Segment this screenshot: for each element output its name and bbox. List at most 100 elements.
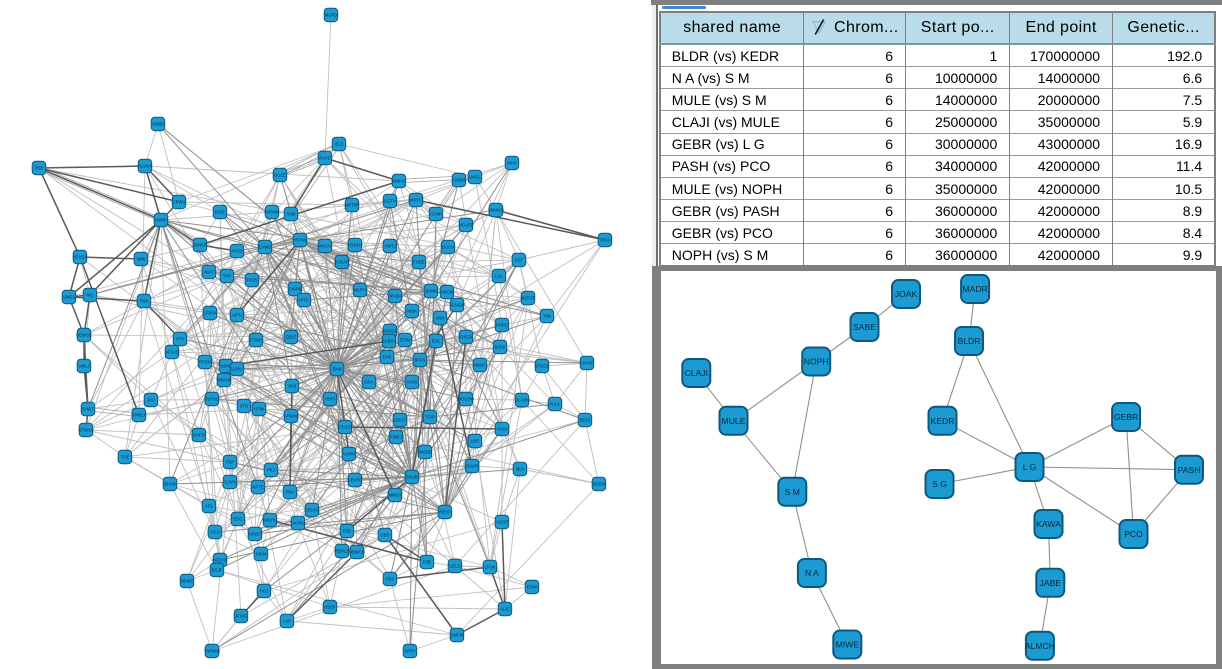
svg-text:BJGK: BJGK: [495, 345, 506, 350]
svg-text:NIAT: NIAT: [204, 270, 214, 275]
svg-text:EAWC: EAWC: [259, 245, 271, 250]
svg-text:BFFS: BFFS: [415, 358, 426, 363]
svg-text:HCUFE: HCUFE: [459, 223, 474, 228]
svg-text:NJHC: NJHC: [220, 364, 231, 369]
svg-text:MBTRP: MBTRP: [345, 203, 360, 208]
svg-text:IMW: IMW: [137, 257, 146, 262]
svg-text:SABE: SABE: [853, 322, 876, 332]
svg-text:ASNCT: ASNCT: [248, 532, 263, 537]
svg-text:PJB: PJB: [423, 560, 431, 565]
svg-text:S M: S M: [784, 487, 799, 497]
svg-text:NSOM: NSOM: [441, 290, 454, 295]
svg-text:KMLRU: KMLRU: [263, 518, 278, 523]
svg-text:IWSOD: IWSOD: [418, 450, 432, 455]
svg-text:PKJ: PKJ: [267, 468, 275, 473]
svg-text:GGEE: GGEE: [274, 173, 286, 178]
svg-text:ALMCH: ALMCH: [1024, 641, 1054, 651]
svg-text:HGJ: HGJ: [260, 589, 268, 594]
svg-text:TOE: TOE: [121, 455, 130, 460]
svg-text:HTIN: HTIN: [254, 407, 264, 412]
svg-text:GBLT: GBLT: [286, 335, 297, 340]
svg-text:GMBD: GMBD: [152, 122, 165, 127]
svg-text:VWTJ: VWTJ: [384, 244, 395, 249]
svg-text:JCNGM: JCNGM: [450, 303, 465, 308]
svg-text:EVC: EVC: [432, 339, 441, 344]
svg-text:BGJF: BGJF: [212, 568, 223, 573]
svg-text:N A: N A: [804, 568, 818, 578]
svg-text:AEL: AEL: [205, 504, 214, 509]
svg-text:KITC: KITC: [299, 298, 309, 303]
svg-text:RFON: RFON: [199, 360, 211, 365]
svg-text:UMLJ: UMLJ: [79, 364, 90, 369]
svg-text:WNHJK: WNHJK: [217, 378, 232, 383]
svg-text:IITO: IITO: [240, 404, 249, 409]
svg-text:NOPH: NOPH: [803, 357, 828, 367]
svg-text:LBO: LBO: [471, 439, 480, 444]
svg-text:AHGI: AHGI: [407, 380, 417, 385]
svg-text:TUTHU: TUTHU: [205, 397, 219, 402]
svg-text:DUUFI: DUUFI: [466, 464, 479, 469]
svg-text:LFUK: LFUK: [485, 565, 496, 570]
svg-text:L G: L G: [1022, 462, 1036, 472]
svg-text:UJRU: UJRU: [231, 367, 242, 372]
svg-text:UBWCO: UBWCO: [349, 550, 366, 555]
svg-text:ETIM: ETIM: [400, 338, 411, 343]
svg-text:MMSJ: MMSJ: [389, 493, 401, 498]
svg-text:TWK: TWK: [139, 299, 149, 304]
svg-text:MIWE: MIWE: [835, 640, 859, 650]
svg-text:EHS: EHS: [383, 355, 392, 360]
svg-text:RNEU: RNEU: [133, 413, 145, 418]
svg-text:HBFI: HBFI: [325, 397, 335, 402]
svg-text:CFNP: CFNP: [430, 212, 442, 217]
svg-text:ALJE: ALJE: [500, 607, 510, 612]
svg-text:TSIP: TSIP: [425, 415, 435, 420]
svg-text:VWCL: VWCL: [63, 295, 76, 300]
svg-text:FHDE: FHDE: [413, 260, 425, 265]
svg-text:VTV: VTV: [176, 337, 184, 342]
svg-text:CGTH: CGTH: [384, 199, 396, 204]
svg-text:MFMW: MFMW: [265, 210, 279, 215]
svg-text:UELD: UELD: [449, 564, 460, 569]
svg-text:KHPG: KHPG: [496, 323, 508, 328]
svg-text:DEWCE: DEWCE: [76, 333, 92, 338]
svg-text:OLAON: OLAON: [515, 398, 530, 403]
svg-text:GEBR: GEBR: [1113, 412, 1137, 422]
svg-text:ETMH: ETMH: [250, 338, 262, 343]
svg-text:HTPWL: HTPWL: [293, 238, 308, 243]
svg-text:UHAE: UHAE: [581, 361, 593, 366]
svg-text:HSOF: HSOF: [324, 605, 336, 610]
svg-text:GIKM: GIKM: [256, 552, 267, 557]
svg-text:FDT: FDT: [515, 258, 524, 263]
svg-text:ARWW: ARWW: [284, 414, 298, 419]
svg-text:HSJD: HSJD: [232, 249, 243, 254]
svg-text:JPABA: JPABA: [389, 294, 402, 299]
svg-text:NIC: NIC: [86, 293, 93, 298]
svg-text:VSNLH: VSNLH: [348, 243, 362, 248]
svg-text:LMBM: LMBM: [453, 178, 466, 183]
svg-text:TRSU: TRSU: [599, 238, 610, 243]
svg-text:CTACO: CTACO: [338, 425, 353, 430]
svg-text:KFGGE: KFGGE: [535, 364, 550, 369]
svg-text:RBHLS: RBHLS: [335, 549, 349, 554]
svg-text:LAL: LAL: [495, 274, 503, 279]
svg-text:EHBT: EHBT: [82, 407, 94, 412]
svg-text:KOIE: KOIE: [215, 210, 225, 215]
svg-text:SOEW: SOEW: [593, 482, 606, 487]
svg-text:DHFD: DHFD: [193, 433, 205, 438]
svg-text:EPMI: EPMI: [527, 585, 537, 590]
svg-text:MIJTV: MIJTV: [354, 288, 366, 293]
svg-text:MULE: MULE: [721, 416, 745, 426]
svg-text:DUCV: DUCV: [442, 245, 454, 250]
svg-text:EKM: EKM: [332, 367, 342, 372]
svg-text:WACU: WACU: [319, 244, 332, 249]
svg-text:GTWSV: GTWSV: [78, 428, 94, 433]
svg-text:JSWN: JSWN: [425, 289, 437, 294]
svg-text:MADR: MADR: [962, 284, 987, 294]
svg-text:TNRWW: TNRWW: [204, 649, 220, 654]
svg-text:AIFN: AIFN: [232, 313, 242, 318]
svg-text:PASH: PASH: [1177, 465, 1200, 475]
svg-text:ISIMP: ISIMP: [155, 218, 167, 223]
svg-text:WWVF: WWVF: [392, 179, 406, 184]
svg-text:MUPD: MUPD: [325, 13, 337, 18]
svg-text:S G: S G: [932, 479, 947, 489]
